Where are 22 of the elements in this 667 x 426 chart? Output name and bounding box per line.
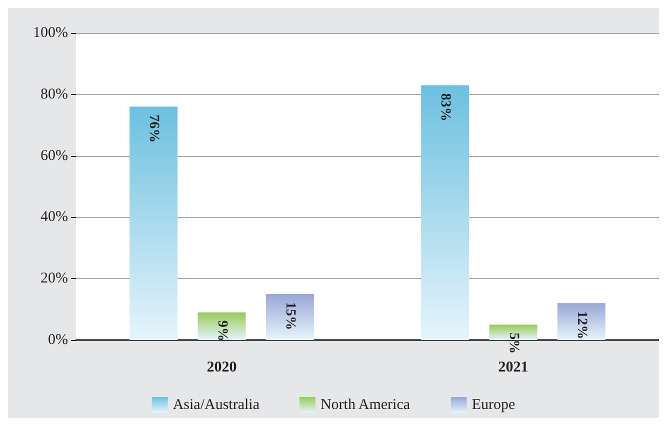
y-tick-label: 20% — [40, 270, 68, 287]
y-tick-label: 40% — [40, 209, 68, 226]
x-tick-label: 2021 — [498, 360, 528, 376]
y-tick-label: 0% — [48, 332, 68, 348]
x-tick-label: 2020 — [206, 360, 237, 376]
data-label: 83% — [438, 93, 453, 122]
bar — [266, 294, 314, 340]
legend-label: North America — [320, 397, 410, 413]
bar — [130, 106, 178, 340]
y-tick-label: 80% — [40, 86, 68, 102]
y-tick-label: 60% — [40, 148, 68, 164]
legend-label: Europe — [472, 397, 516, 413]
bar — [557, 303, 606, 340]
data-label: 9% — [214, 320, 230, 342]
bar — [198, 312, 246, 340]
legend-label: Asia/Australia — [172, 397, 260, 413]
data-label: 5% — [506, 332, 521, 354]
data-label: 76% — [146, 114, 162, 143]
data-label: 12% — [574, 311, 589, 340]
bar — [421, 85, 470, 340]
data-label: 15% — [282, 302, 298, 330]
y-tick-label: 100% — [33, 25, 68, 41]
